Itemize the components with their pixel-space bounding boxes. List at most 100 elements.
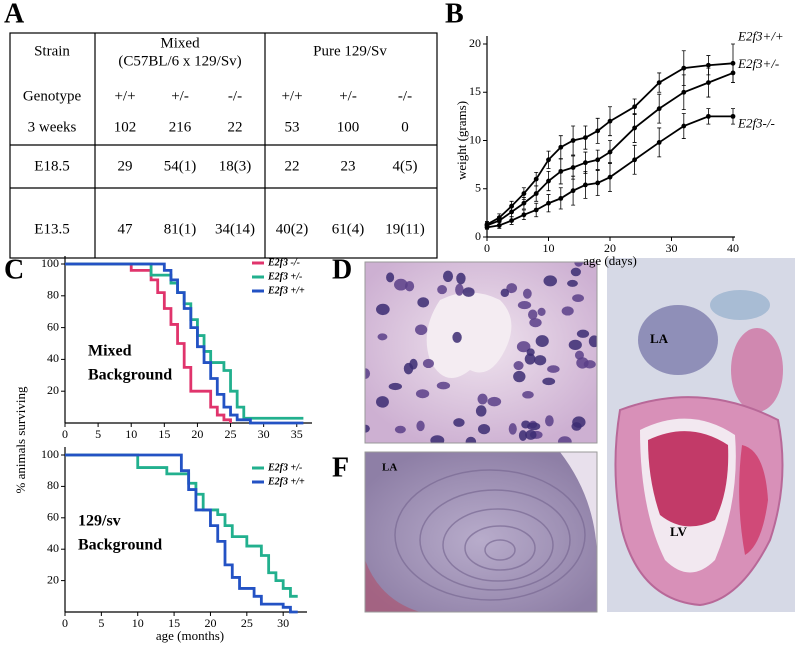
x-tick-label: 25 bbox=[241, 616, 253, 630]
nucleus bbox=[572, 416, 586, 428]
image-border bbox=[364, 451, 598, 613]
nucleus bbox=[545, 415, 554, 427]
nucleus bbox=[547, 365, 560, 373]
data-point bbox=[656, 140, 662, 145]
y-tick-label: 40 bbox=[47, 541, 59, 555]
nucleus bbox=[583, 360, 596, 369]
nucleus bbox=[417, 297, 430, 308]
data-point bbox=[607, 118, 613, 124]
y-tick-label: 10 bbox=[469, 132, 481, 146]
nucleus bbox=[543, 275, 557, 287]
data-point bbox=[706, 80, 711, 85]
series-line bbox=[486, 62, 734, 226]
data-point bbox=[595, 157, 601, 163]
nucleus bbox=[572, 294, 584, 302]
histology-e bbox=[607, 258, 795, 612]
data-point bbox=[595, 128, 601, 134]
data-point bbox=[681, 65, 687, 71]
data-point bbox=[533, 207, 539, 213]
y-tick-label: 80 bbox=[47, 478, 59, 492]
nucleus bbox=[588, 335, 597, 348]
data-point bbox=[681, 123, 687, 129]
table-cell: 4(5) bbox=[393, 158, 418, 174]
survival-curve bbox=[65, 453, 298, 614]
nucleus bbox=[525, 429, 537, 440]
x-tick-label: 5 bbox=[98, 616, 104, 630]
y-tick-label: 5 bbox=[475, 181, 481, 195]
series-label: E2f3-/- bbox=[737, 115, 775, 130]
nucleus bbox=[513, 361, 524, 371]
nucleus bbox=[437, 285, 447, 295]
data-point bbox=[546, 157, 551, 163]
data-point bbox=[496, 223, 502, 228]
nucleus bbox=[475, 405, 487, 417]
y-tick-label: 20 bbox=[47, 572, 59, 586]
nucleus bbox=[453, 418, 465, 427]
nucleus bbox=[542, 377, 556, 386]
x-tick-label: 30 bbox=[666, 241, 678, 255]
data-point bbox=[496, 218, 502, 223]
panel-label: C bbox=[4, 254, 24, 285]
data-point bbox=[681, 89, 687, 95]
series-label: E2f3+/- bbox=[737, 56, 779, 71]
data-point bbox=[607, 174, 613, 180]
table-cell: 47 bbox=[118, 221, 134, 237]
nucleus bbox=[557, 436, 572, 443]
table-header: (C57BL/6 x 129/Sv) bbox=[118, 53, 241, 69]
series-label: E2f3+/+ bbox=[737, 28, 784, 43]
histology-d bbox=[365, 262, 597, 443]
survival-curve bbox=[65, 453, 298, 598]
panel-label: A bbox=[4, 0, 25, 29]
y-axis-label: weight (grams) bbox=[454, 101, 469, 180]
nucleus bbox=[403, 362, 414, 375]
data-point bbox=[521, 212, 527, 218]
x-tick-label: 10 bbox=[543, 241, 555, 255]
data-point bbox=[607, 149, 613, 155]
data-point bbox=[583, 160, 588, 166]
legend-label: E2f3 +/- bbox=[267, 462, 302, 473]
nucleus bbox=[376, 396, 389, 408]
nucleus bbox=[500, 288, 510, 298]
data-point bbox=[656, 80, 662, 85]
data-point bbox=[730, 70, 736, 76]
nucleus bbox=[415, 324, 428, 335]
table-cell: 61(4) bbox=[332, 221, 365, 237]
nucleus bbox=[535, 335, 549, 347]
annotation: Mixed bbox=[88, 343, 132, 360]
table-cell: 34(14) bbox=[215, 221, 255, 237]
panel-label: F bbox=[332, 452, 349, 483]
survival-curve bbox=[65, 262, 304, 425]
table-cell: -/- bbox=[398, 88, 412, 104]
table-cell: 102 bbox=[114, 119, 137, 135]
nucleus bbox=[365, 424, 370, 433]
nucleus bbox=[527, 422, 541, 431]
nucleus bbox=[528, 309, 538, 320]
data-point bbox=[595, 180, 601, 186]
legend-label: E2f3 +/+ bbox=[267, 476, 305, 487]
series-line bbox=[486, 72, 734, 227]
y-tick-label: 20 bbox=[47, 383, 59, 397]
x-tick-label: 10 bbox=[125, 427, 137, 441]
nucleus bbox=[416, 420, 425, 432]
annotation: Background bbox=[88, 367, 172, 384]
nucleus bbox=[376, 303, 390, 316]
data-point bbox=[521, 191, 527, 196]
panel-label: D bbox=[332, 254, 352, 285]
table-cell: 216 bbox=[169, 119, 192, 135]
x-tick-label: 0 bbox=[62, 427, 68, 441]
data-point bbox=[558, 144, 564, 150]
y-tick-label: 20 bbox=[469, 36, 481, 50]
data-point bbox=[509, 218, 514, 223]
y-tick-label: 15 bbox=[469, 84, 481, 98]
x-tick-label: 15 bbox=[158, 427, 170, 441]
table-cell: 19(11) bbox=[385, 221, 424, 237]
table-cell: 54(1) bbox=[164, 158, 197, 174]
table-cell: 40(2) bbox=[276, 221, 309, 237]
nucleus bbox=[529, 318, 542, 328]
nucleus bbox=[537, 307, 546, 316]
table-cell: +/- bbox=[171, 88, 189, 104]
annotation: Background bbox=[78, 537, 162, 554]
nucleus bbox=[455, 283, 464, 296]
nucleus bbox=[522, 391, 534, 399]
